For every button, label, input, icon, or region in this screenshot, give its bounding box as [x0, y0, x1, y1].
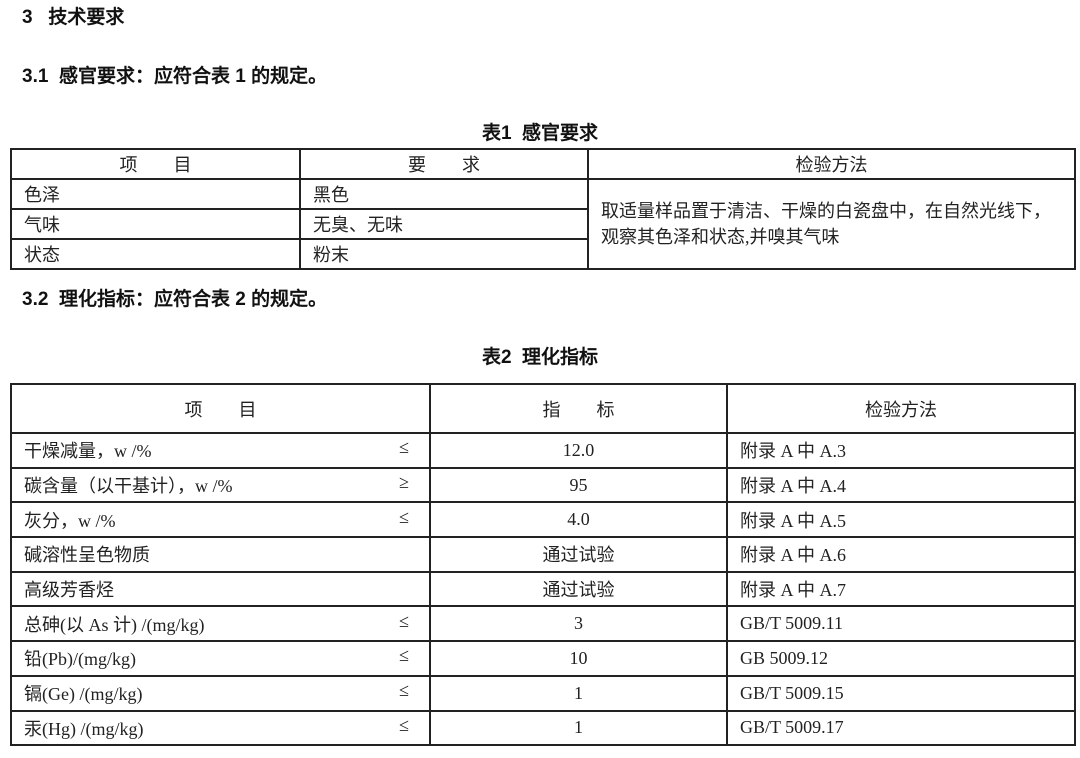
- header-cell: 要 求: [299, 148, 589, 180]
- sensory-table: 项 目 要 求 检验方法 色泽 黑色 取适量样品置于清洁、干燥的白瓷盘中，在自然…: [10, 148, 1076, 270]
- item-label: 高级芳香烃: [24, 580, 114, 601]
- item-label: 灰分，w /%: [24, 510, 116, 531]
- item-label: 干燥减量，w /%: [24, 441, 152, 462]
- method-cell: GB/T 5009.17: [726, 709, 1076, 747]
- requirement-cell: 无臭、无味: [299, 208, 589, 240]
- item-cell: ≤ 总砷(以 As 计) /(mg/kg): [10, 605, 431, 643]
- item-label: 铅(Pb)/(mg/kg): [24, 649, 136, 670]
- value-cell: 3: [429, 605, 728, 643]
- header-cell: 检验方法: [726, 383, 1076, 434]
- method-cell: GB/T 5009.11: [726, 605, 1076, 643]
- table-row: 碱溶性呈色物质 通过试验 附录 A 中 A.6: [10, 536, 1076, 573]
- item-label: 镉(Ge) /(mg/kg): [24, 684, 143, 705]
- table-row: ≤ 干燥减量，w /% 12.0 附录 A 中 A.3: [10, 432, 1076, 469]
- method-cell: 附录 A 中 A.5: [726, 501, 1076, 539]
- value-cell: 12.0: [429, 432, 728, 469]
- value-cell: 4.0: [429, 501, 728, 539]
- subsection-3-1: 3.1 感官要求：应符合表 1 的规定。: [22, 66, 328, 87]
- item-label: 碱溶性呈色物质: [24, 545, 150, 566]
- header-cell: 项 目: [10, 383, 431, 434]
- table-row: ≤ 灰分，w /% 4.0 附录 A 中 A.5: [10, 501, 1076, 539]
- table-row: 高级芳香烃 通过试验 附录 A 中 A.7: [10, 570, 1076, 608]
- requirement-cell: 黑色: [299, 178, 589, 210]
- comparison-symbol: ≤: [399, 680, 409, 701]
- method-cell: 附录 A 中 A.6: [726, 536, 1076, 573]
- comparison-symbol: ≤: [399, 714, 409, 735]
- section-title: 技术要求: [48, 7, 125, 28]
- table-row: ≤ 汞(Hg) /(mg/kg) 1 GB/T 5009.17: [10, 709, 1076, 747]
- table-row: ≤ 镉(Ge) /(mg/kg) 1 GB/T 5009.15: [10, 674, 1076, 712]
- value-cell: 10: [429, 640, 728, 677]
- header-cell: 指 标: [429, 383, 728, 434]
- comparison-symbol: ≤: [399, 645, 409, 666]
- item-cell: ≤ 干燥减量，w /%: [10, 432, 431, 469]
- table-header-row: 项 目 指 标 检验方法: [10, 383, 1076, 434]
- comparison-symbol: ≤: [399, 437, 409, 458]
- header-cell: 项 目: [10, 148, 301, 180]
- item-label: 碳含量（以干基计），w /%: [24, 476, 233, 497]
- header-cell: 检验方法: [587, 148, 1076, 180]
- comparison-symbol: ≥: [399, 472, 409, 493]
- table2-caption: 表2 理化指标: [481, 347, 599, 368]
- item-cell: ≥ 碳含量（以干基计），w /%: [10, 466, 431, 504]
- value-cell: 1: [429, 709, 728, 747]
- table-row: ≤ 铅(Pb)/(mg/kg) 10 GB 5009.12: [10, 640, 1076, 677]
- section-number: 3: [22, 7, 33, 28]
- item-cell: ≤ 汞(Hg) /(mg/kg): [10, 709, 431, 747]
- table-header-row: 项 目 要 求 检验方法: [10, 148, 1076, 180]
- item-cell: 色泽: [10, 178, 301, 210]
- subsection-3-2: 3.2 理化指标：应符合表 2 的规定。: [22, 289, 328, 310]
- item-cell: ≤ 镉(Ge) /(mg/kg): [10, 674, 431, 712]
- method-cell: GB 5009.12: [726, 640, 1076, 677]
- comparison-symbol: ≤: [399, 610, 409, 631]
- physicochemical-table: 项 目 指 标 检验方法 ≤ 干燥减量，w /% 12.0 附录 A 中 A.3 ≥ 碳含…: [10, 383, 1076, 747]
- value-cell: 95: [429, 466, 728, 504]
- table-row: 气味 无臭、无味: [10, 208, 1075, 240]
- section-heading: 3 技术要求: [22, 2, 124, 29]
- item-label: 汞(Hg) /(mg/kg): [24, 718, 144, 739]
- table1-caption: 表1 感官要求: [481, 123, 599, 144]
- item-cell: 碱溶性呈色物质: [10, 536, 431, 573]
- method-cell: 附录 A 中 A.4: [726, 466, 1076, 504]
- table-row: ≥ 碳含量（以干基计），w /% 95 附录 A 中 A.4: [10, 466, 1076, 504]
- method-cell: 附录 A 中 A.7: [726, 570, 1076, 608]
- table-row: 状态 粉末: [10, 238, 1075, 270]
- item-cell: ≤ 铅(Pb)/(mg/kg): [10, 640, 431, 677]
- value-cell: 1: [429, 674, 728, 712]
- table-row: 色泽 黑色 取适量样品置于清洁、干燥的白瓷盘中，在自然光线下，观察其色泽和状态,…: [10, 178, 1076, 270]
- value-cell: 通过试验: [429, 570, 728, 608]
- table-row: ≤ 总砷(以 As 计) /(mg/kg) 3 GB/T 5009.11: [10, 605, 1076, 643]
- method-cell: 附录 A 中 A.3: [726, 432, 1076, 469]
- method-cell: GB/T 5009.15: [726, 674, 1076, 712]
- item-cell: 状态: [10, 238, 301, 270]
- item-cell: 气味: [10, 208, 301, 240]
- item-label: 总砷(以 As 计) /(mg/kg): [24, 614, 205, 635]
- item-cell: 高级芳香烃: [10, 570, 431, 608]
- value-cell: 通过试验: [429, 536, 728, 573]
- comparison-symbol: ≤: [399, 506, 409, 527]
- method-cell: 取适量样品置于清洁、干燥的白瓷盘中，在自然光线下，观察其色泽和状态,并嗅其气味: [587, 178, 1076, 270]
- item-cell: ≤ 灰分，w /%: [10, 501, 431, 539]
- requirement-cell: 粉末: [299, 238, 589, 270]
